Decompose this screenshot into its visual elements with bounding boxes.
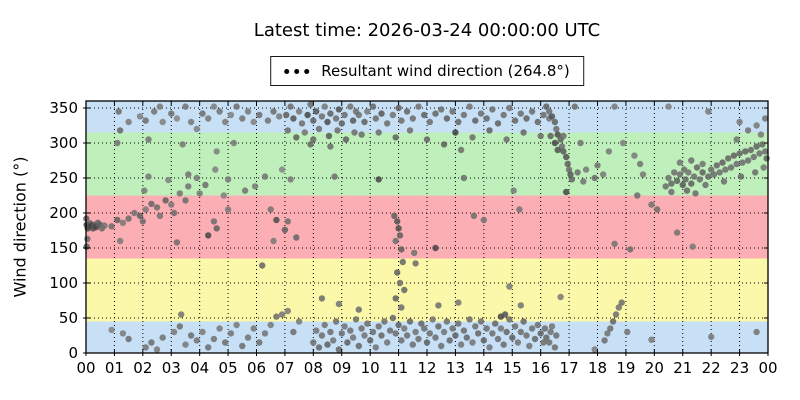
scatter-points <box>83 101 770 353</box>
x-tick-label: 05 <box>219 359 238 377</box>
legend-marker-dots <box>284 68 310 74</box>
x-tick-label: 10 <box>361 359 380 377</box>
x-tick-labels: 00 01 02 03 04 05 06 07 08 09 10 11 12 13 14 15 16 17 18 19… <box>76 359 777 377</box>
x-tick-label: 06 <box>247 359 266 377</box>
y-axis-label: Wind direction (°) <box>10 156 30 298</box>
x-tick-label: 04 <box>190 359 209 377</box>
legend-box: Resultant wind direction (264.8°) <box>270 56 584 86</box>
x-tick-label: 02 <box>133 359 152 377</box>
x-tick-label: 18 <box>588 359 607 377</box>
y-tick-label: 50 <box>59 309 78 327</box>
y-tick-label: 250 <box>49 169 78 187</box>
legend-label: Resultant wind direction (264.8°) <box>321 62 570 80</box>
grid-lines <box>86 101 768 353</box>
y-tick-label: 150 <box>49 239 78 257</box>
x-tick-label: 12 <box>417 359 436 377</box>
y-tick-label: 350 <box>49 99 78 117</box>
x-tick-label: 20 <box>645 359 664 377</box>
y-tick-label: 100 <box>49 274 78 292</box>
x-tick-label: 17 <box>560 359 579 377</box>
y-tick-label: 300 <box>49 134 78 152</box>
y-tick-label: 200 <box>49 204 78 222</box>
x-tick-label: 09 <box>332 359 351 377</box>
x-tick-label: 15 <box>503 359 522 377</box>
chart-title: Latest time: 2026-03-24 00:00:00 UTC <box>253 20 601 41</box>
x-tick-label: 07 <box>275 359 294 377</box>
x-tick-label: 00 <box>758 359 777 377</box>
x-tick-label: 22 <box>702 359 721 377</box>
y-tick-label: 0 <box>68 344 78 362</box>
x-tick-label: 00 <box>76 359 95 377</box>
x-tick-label: 14 <box>474 359 493 377</box>
x-tick-label: 08 <box>304 359 323 377</box>
x-tick-label: 16 <box>531 359 550 377</box>
tick-marks <box>83 101 769 356</box>
x-tick-label: 23 <box>730 359 749 377</box>
y-tick-labels: 0 50 100 150 200 250 300 350 <box>49 99 78 362</box>
x-tick-label: 21 <box>673 359 692 377</box>
x-tick-label: 01 <box>105 359 124 377</box>
x-tick-label: 13 <box>446 359 465 377</box>
x-tick-label: 11 <box>389 359 408 377</box>
x-tick-label: 19 <box>616 359 635 377</box>
x-tick-label: 03 <box>162 359 181 377</box>
